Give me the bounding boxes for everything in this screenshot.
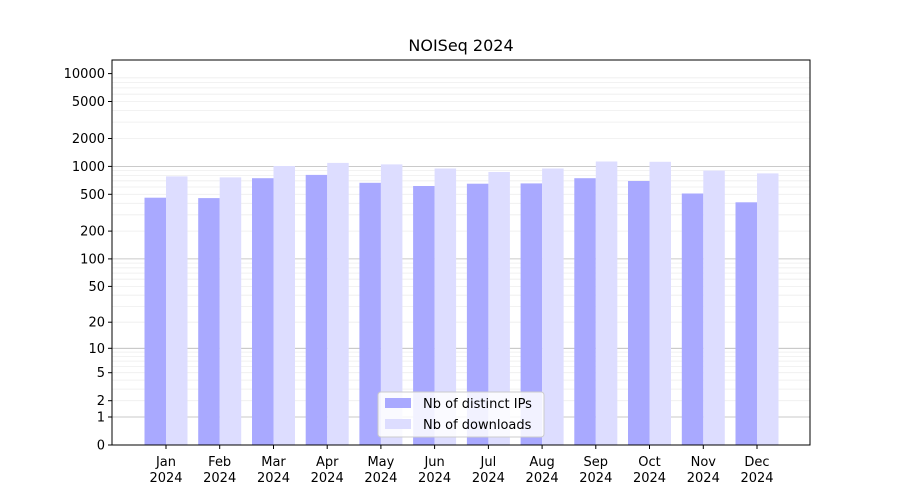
bar-distinct-ips <box>359 182 381 446</box>
x-tick-label: Sep 2024 <box>579 455 612 486</box>
legend: Nb of distinct IPs Nb of downloads <box>377 391 545 438</box>
x-tick-label: Apr 2024 <box>311 455 344 486</box>
bar-downloads <box>649 161 671 446</box>
y-tick-label: 0 <box>97 439 105 454</box>
x-tick-label: Nov 2024 <box>687 455 720 486</box>
y-tick-label: 1000 <box>72 160 105 175</box>
bar-downloads <box>166 176 188 445</box>
x-tick-label: Mar 2024 <box>257 455 290 486</box>
x-tick-label: Jan 2024 <box>149 455 182 486</box>
y-tick-label: 1 <box>97 411 105 426</box>
y-tick-label: 5 <box>97 366 105 381</box>
bar-downloads <box>703 170 725 445</box>
legend-label-ips: Nb of distinct IPs <box>423 397 532 412</box>
y-axis-ticks: 0 1 2 5 10 20 50 100 200 500 1000 2000 5000 10000 <box>64 67 112 454</box>
x-tick-label: Dec 2024 <box>740 455 773 486</box>
x-tick-label: Jun 2024 <box>418 455 451 486</box>
bars <box>144 161 779 446</box>
bar-downloads <box>434 168 457 445</box>
bar-distinct-ips <box>574 178 596 445</box>
legend-label-downloads: Nb of downloads <box>423 418 532 433</box>
y-tick-label: 10 <box>88 342 105 357</box>
bar-downloads <box>595 161 618 445</box>
x-tick-label: Feb 2024 <box>203 455 236 486</box>
y-tick-label: 5000 <box>72 95 105 110</box>
y-tick-label: 100 <box>80 252 105 267</box>
bar-distinct-ips <box>735 202 757 445</box>
x-tick-label: Jul 2024 <box>472 455 505 486</box>
x-tick-label: Aug 2024 <box>526 455 559 486</box>
legend-swatch-ips <box>385 398 411 408</box>
bar-distinct-ips <box>681 193 704 445</box>
y-tick-label: 50 <box>88 280 105 295</box>
bar-distinct-ips <box>144 197 166 445</box>
y-tick-label: 20 <box>88 316 105 331</box>
bar-downloads <box>273 166 295 445</box>
bar-distinct-ips <box>413 186 435 445</box>
bar-downloads <box>542 168 564 445</box>
bar-downloads <box>757 173 779 445</box>
legend-box <box>377 391 545 438</box>
bar-distinct-ips <box>520 183 543 445</box>
y-tick-label: 2000 <box>72 132 105 147</box>
bar-distinct-ips <box>252 178 274 445</box>
legend-swatch-downloads <box>385 419 411 429</box>
y-tick-label: 2 <box>97 394 105 409</box>
bar-distinct-ips <box>198 198 220 445</box>
y-tick-label: 500 <box>80 188 105 203</box>
bar-downloads <box>380 164 403 445</box>
bar-distinct-ips <box>305 174 328 445</box>
y-tick-label: 200 <box>80 225 105 240</box>
plot-frame <box>111 59 811 446</box>
bar-downloads <box>327 162 349 445</box>
bar-downloads <box>488 172 510 445</box>
bar-downloads <box>219 177 242 445</box>
bar-distinct-ips <box>628 181 650 445</box>
x-tick-label: Oct 2024 <box>633 455 666 486</box>
x-axis-ticks: Jan 2024 Feb 2024 Mar 2024 Apr 2024 May 2024 Jun 20… <box>149 445 774 486</box>
chart-title: NOISeq 2024 <box>408 36 513 55</box>
x-tick-label: May 2024 <box>364 455 397 486</box>
y-tick-label: 10000 <box>64 67 105 82</box>
bar-distinct-ips <box>466 183 489 445</box>
